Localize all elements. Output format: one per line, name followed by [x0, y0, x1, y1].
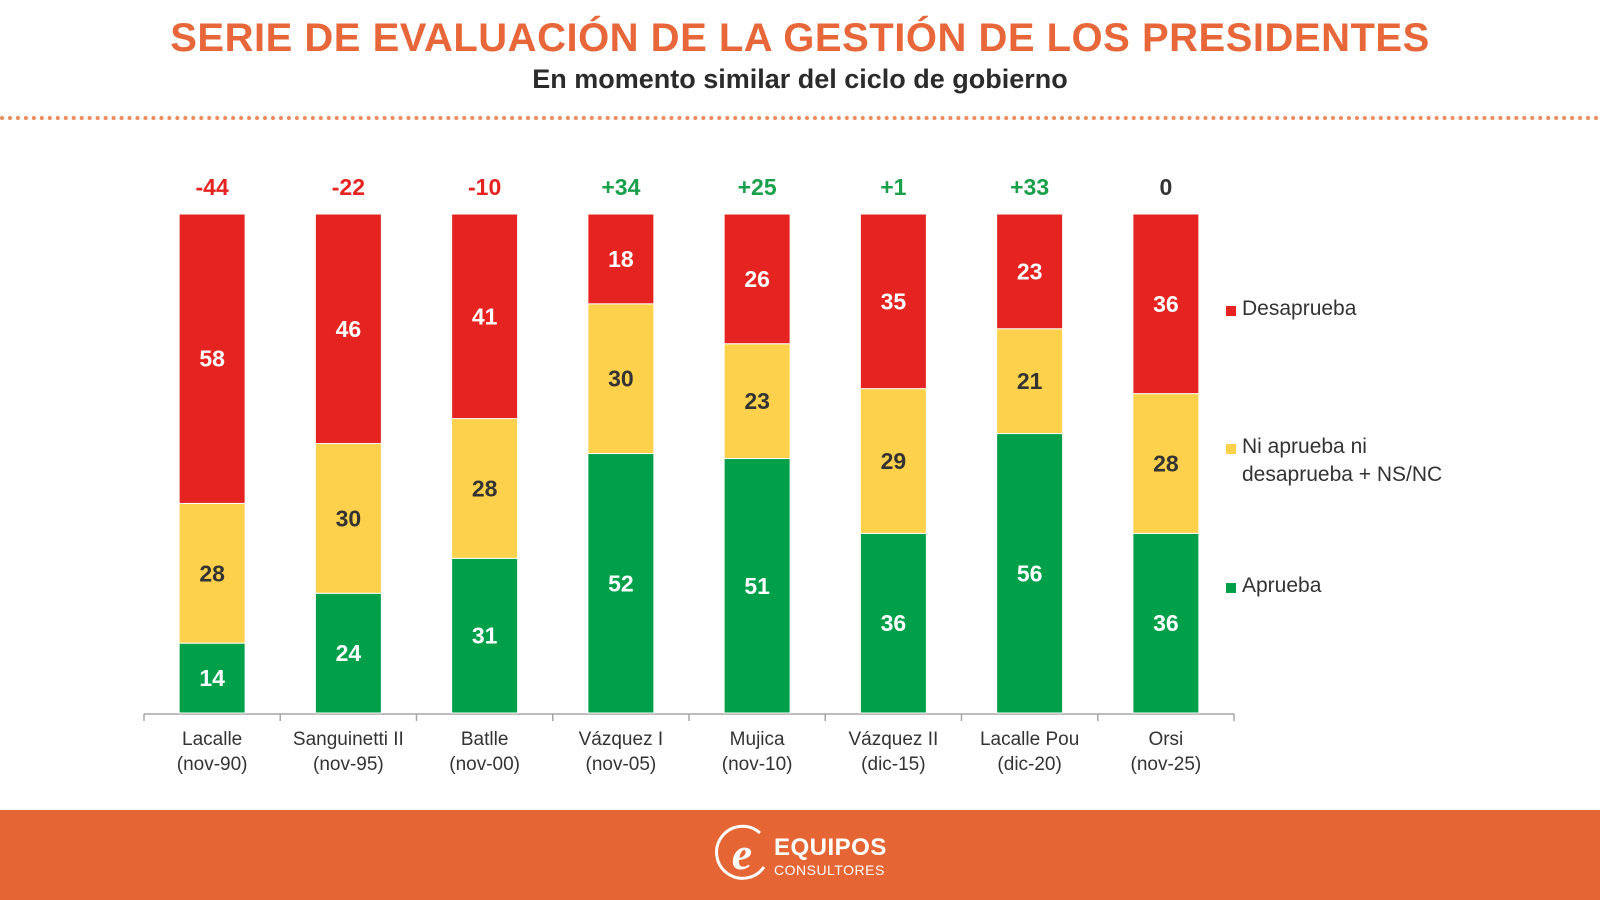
legend-label-line2: desaprueba + NS/NC	[1242, 463, 1442, 486]
x-tick-label-date: (nov-05)	[586, 754, 657, 775]
bar-segment-aprueba	[587, 453, 655, 714]
data-label: 56	[1017, 560, 1043, 586]
bar-segment-desaprueba	[314, 213, 382, 445]
net-label: 0	[1159, 174, 1172, 200]
x-tick-label: Batlle	[461, 729, 509, 750]
dotted-divider	[0, 116, 1600, 120]
x-tick-label: Vázquez I	[579, 729, 664, 750]
legend-swatch	[1226, 306, 1236, 316]
legend-swatch	[1226, 444, 1236, 454]
bar-segment-desaprueba	[996, 213, 1064, 330]
data-label: 52	[608, 570, 634, 596]
bar-segment-aprueba	[314, 592, 382, 714]
brand-name: EQUIPOS	[774, 834, 887, 861]
x-tick-label: Mujica	[730, 729, 785, 750]
data-label: 58	[199, 346, 225, 372]
net-label: +33	[1010, 174, 1049, 200]
bar-segment-ni	[587, 303, 655, 455]
bar-segment-aprueba	[451, 557, 519, 714]
stacked-bar-chart: 14 28 58 -44 Lacalle (nov-90) 24 30 46 -22 Sanguin…	[143, 174, 1442, 775]
x-tick-label: Orsi	[1148, 729, 1183, 750]
net-label: +34	[601, 174, 640, 200]
x-tick-label-date: (nov-25)	[1131, 754, 1202, 775]
bar-segment-desaprueba	[178, 213, 246, 504]
data-label: 21	[1017, 368, 1043, 394]
data-label: 46	[336, 316, 362, 342]
svg-text:e: e	[732, 828, 752, 879]
x-tick-label: Lacalle Pou	[980, 729, 1079, 750]
bar-segment-ni	[996, 328, 1064, 435]
bar-segment-aprueba	[1132, 532, 1200, 714]
net-label: -22	[332, 174, 365, 200]
legend-label: Ni aprueba ni	[1242, 435, 1367, 458]
bar-segment-aprueba	[996, 433, 1064, 714]
data-label: 30	[336, 505, 362, 531]
bar-segment-desaprueba	[723, 213, 791, 345]
chart-title: SERIE DE EVALUACIÓN DE LA GESTIÓN DE LOS…	[170, 16, 1430, 60]
data-label: 31	[472, 623, 498, 649]
net-label: +25	[738, 174, 777, 200]
data-label: 30	[608, 366, 634, 392]
x-tick-label: Vázquez II	[848, 729, 938, 750]
chart-subtitle: En momento similar del ciclo de gobierno	[532, 64, 1068, 94]
bar-segment-ni	[314, 443, 382, 594]
net-label: -44	[196, 174, 229, 200]
bar-segment-aprueba	[859, 532, 927, 714]
data-label: 28	[199, 560, 225, 586]
data-label: 35	[881, 288, 907, 314]
data-label: 26	[744, 266, 770, 292]
footer-bar: e EQUIPOS CONSULTORES	[0, 810, 1600, 900]
x-tick-label: Lacalle	[182, 729, 242, 750]
bar-segment-ni	[859, 388, 927, 534]
net-label: +1	[880, 174, 906, 200]
bar-segment-ni	[178, 502, 246, 644]
data-label: 36	[1153, 610, 1179, 636]
bar-segment-desaprueba	[859, 213, 927, 390]
data-label: 24	[336, 640, 362, 666]
x-tick-label-date: (nov-10)	[722, 754, 793, 775]
data-label: 28	[472, 475, 498, 501]
data-label: 36	[881, 610, 907, 636]
bar-segment-desaprueba	[587, 213, 655, 305]
bar-segment-desaprueba	[451, 213, 519, 420]
legend-label: Desaprueba	[1242, 297, 1357, 320]
data-label: 28	[1153, 451, 1179, 477]
data-label: 29	[881, 448, 907, 474]
data-label: 36	[1153, 291, 1179, 317]
bar-segment-ni	[451, 418, 519, 559]
data-label: 23	[744, 388, 770, 414]
data-label: 14	[199, 665, 225, 691]
legend-swatch	[1226, 583, 1236, 593]
bar-segment-ni	[1132, 393, 1200, 534]
x-tick-label-date: (nov-95)	[313, 754, 384, 775]
data-label: 23	[1017, 258, 1043, 284]
bar-segment-desaprueba	[1132, 213, 1200, 395]
data-label: 41	[472, 303, 498, 329]
data-label: 51	[744, 573, 770, 599]
x-tick-label-date: (dic-20)	[997, 754, 1061, 775]
legend-label: Aprueba	[1242, 574, 1322, 597]
e-logo-icon: e	[715, 824, 766, 880]
x-tick-label-date: (nov-00)	[449, 754, 520, 775]
brand-subname: CONSULTORES	[774, 862, 885, 878]
data-label: 18	[608, 246, 634, 272]
x-tick-label-date: (dic-15)	[861, 754, 925, 775]
bar-segment-aprueba	[723, 458, 791, 714]
net-label: -10	[468, 174, 501, 200]
x-tick-label-date: (nov-90)	[177, 754, 248, 775]
x-tick-label: Sanguinetti II	[293, 729, 404, 750]
